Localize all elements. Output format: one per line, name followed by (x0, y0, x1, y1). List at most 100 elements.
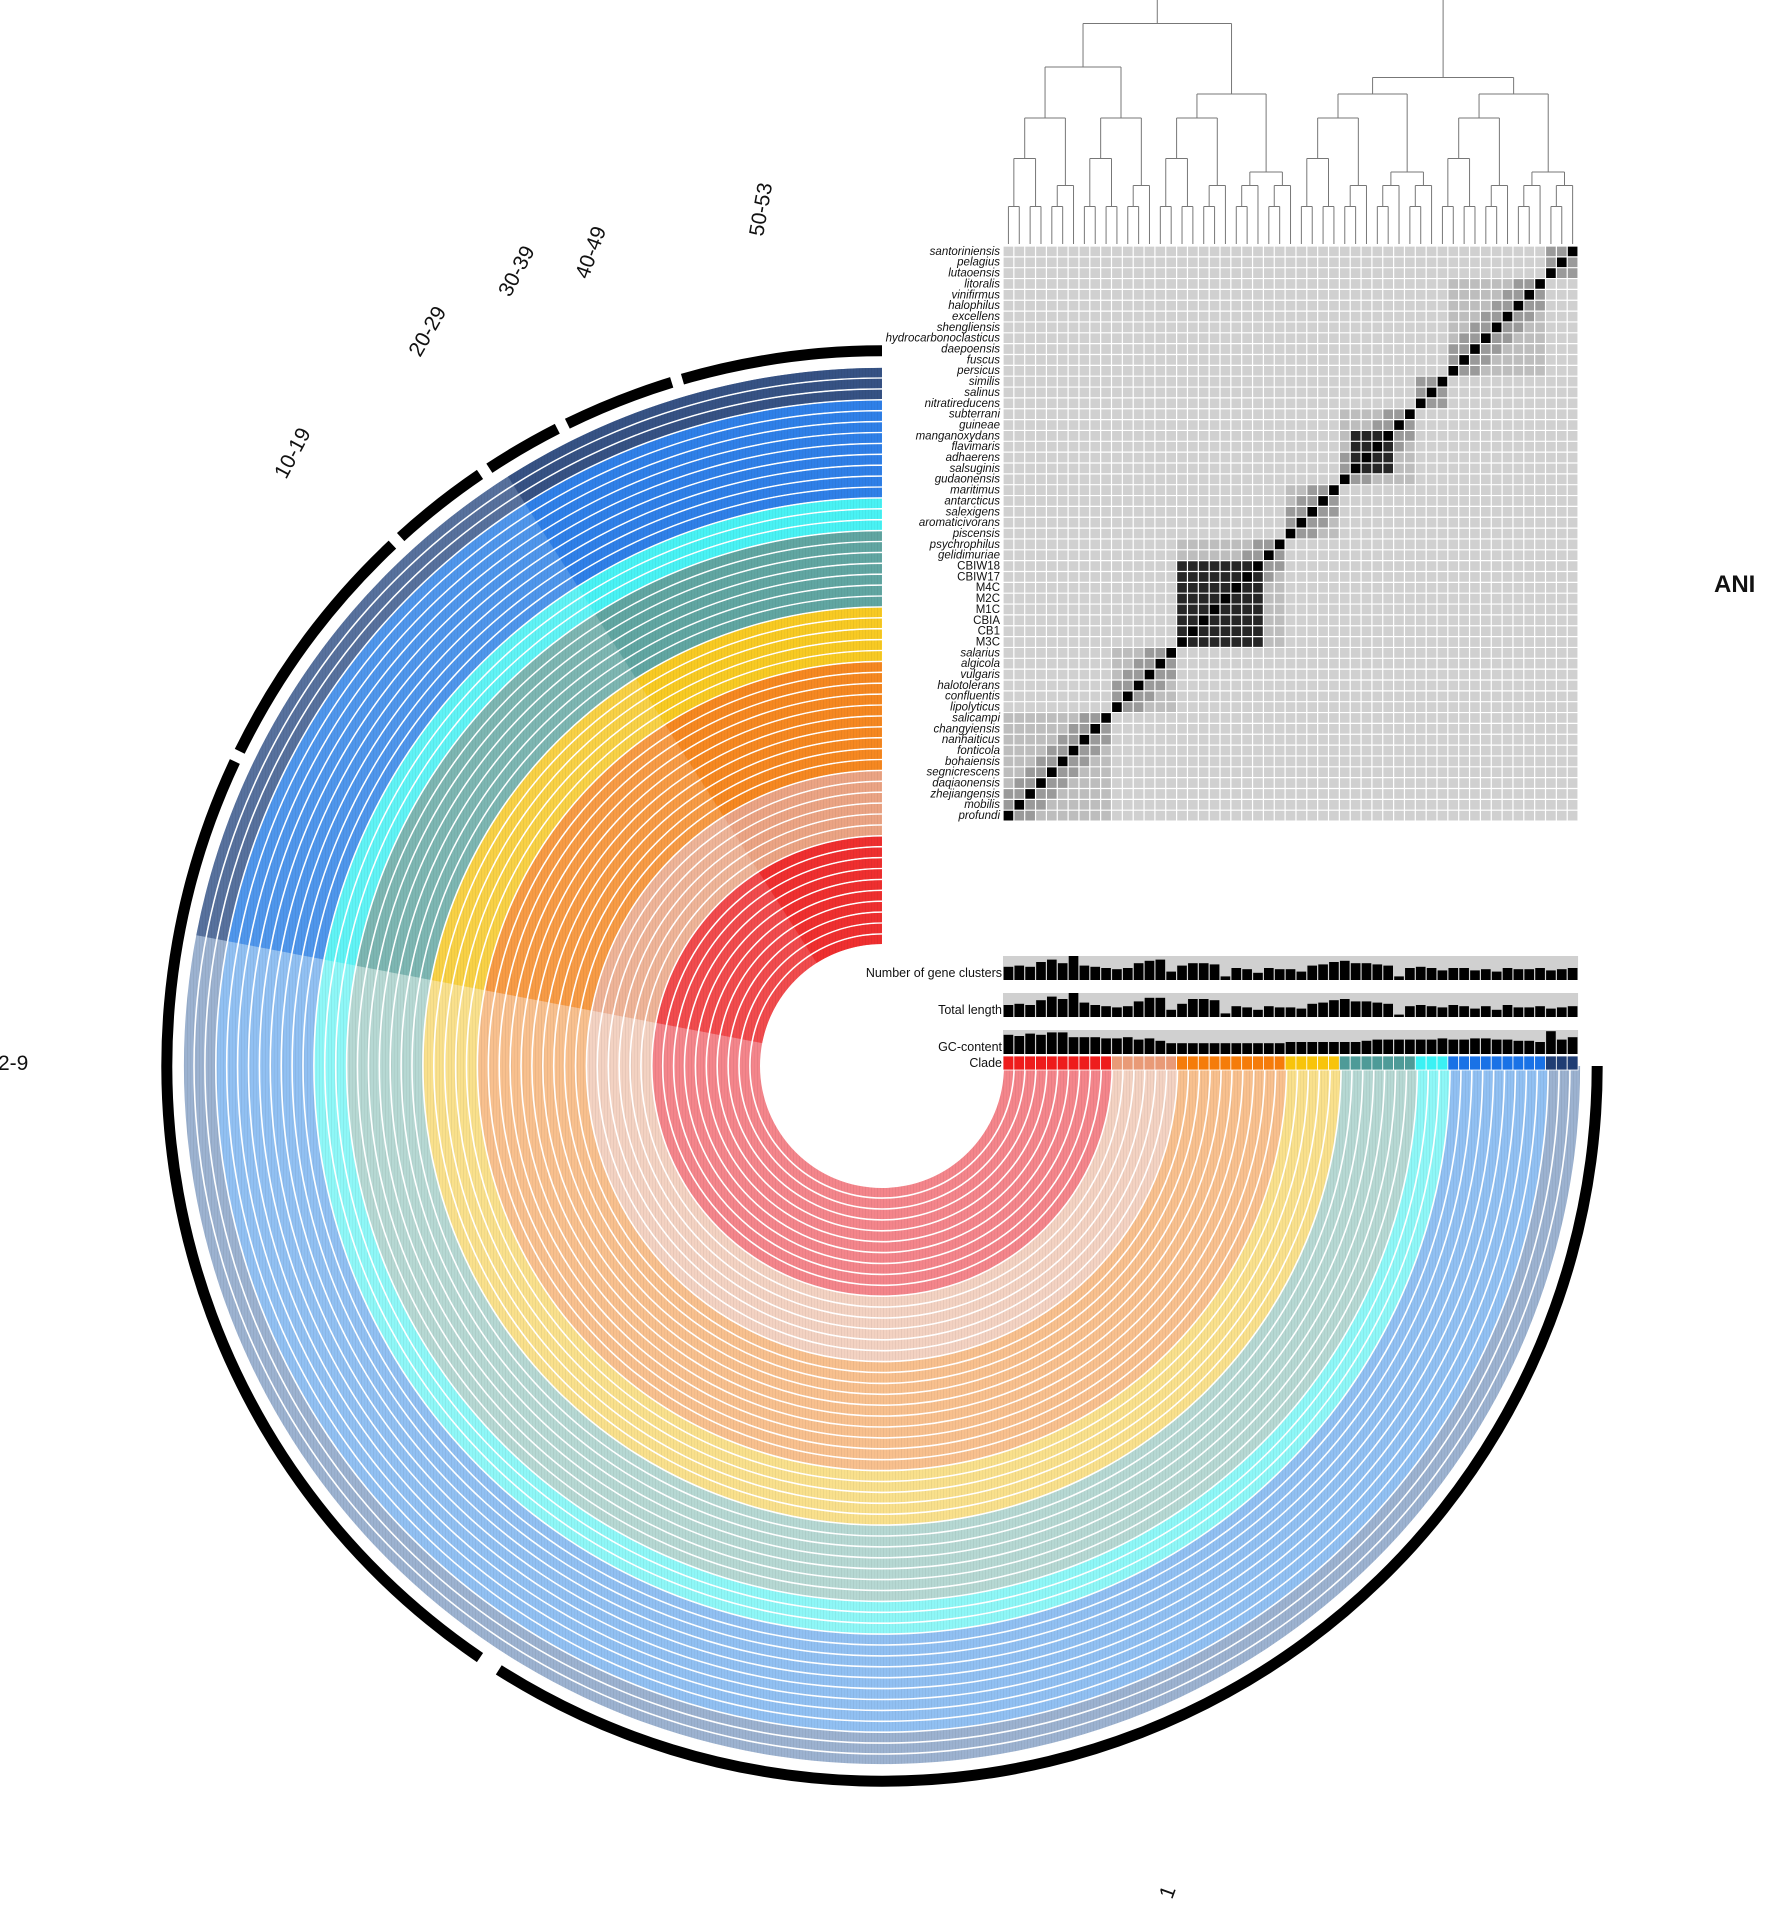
ani-cell (1078, 755, 1090, 767)
ani-cell (1534, 300, 1546, 312)
ani-cell (1241, 538, 1253, 550)
ani-cell (1089, 712, 1101, 724)
ani-cell (1144, 658, 1155, 670)
ani-cell (1523, 321, 1535, 333)
ani-cell (1458, 300, 1470, 312)
ani-cell (1437, 397, 1448, 409)
ani-cell (1122, 647, 1134, 659)
clade-cell (1436, 1055, 1449, 1071)
genome-label: litoralis (964, 278, 1000, 290)
ani-cell (1491, 278, 1503, 290)
total-length-bar (1209, 1000, 1220, 1017)
ani-cell (1198, 593, 1210, 605)
genome-ring (510, 694, 1254, 1438)
genome-ring (412, 596, 1352, 1536)
ani-cell (1198, 560, 1210, 572)
genome-label: fonticola (957, 745, 1000, 757)
gc-content-bar (1502, 1039, 1513, 1054)
total-length-bar (1394, 1014, 1404, 1017)
gene-clusters-bar (1470, 970, 1480, 980)
total-length-bar (1144, 997, 1155, 1017)
ani-cell (1068, 712, 1079, 724)
ani-cell (1230, 571, 1242, 583)
ani-cell (1317, 517, 1329, 529)
ani-cell (1512, 321, 1524, 333)
ani-cell (1057, 723, 1069, 735)
ani-cell (1447, 354, 1459, 366)
genome-label: guineae (959, 419, 1000, 431)
ani-cell (1198, 625, 1210, 637)
genome-label: salinus (964, 387, 1000, 399)
ani-cell (1220, 593, 1231, 605)
ani-cell (1567, 246, 1579, 257)
gene-clusters-bar (1307, 965, 1318, 980)
ani-cell (1046, 755, 1058, 767)
ani-cell (1100, 712, 1112, 724)
ani-cell (1035, 810, 1047, 822)
ani-cell (1263, 571, 1275, 583)
gc-content-bar (1556, 1039, 1567, 1054)
ani-cell (1187, 614, 1199, 626)
ani-cell (1502, 365, 1513, 377)
gc-content-bar (1426, 1039, 1437, 1054)
gc-content-bar (1177, 1043, 1187, 1054)
clade-cell (1328, 1055, 1340, 1071)
ani-cell (1252, 571, 1264, 583)
ani-cell (1502, 332, 1513, 344)
ani-cell (1534, 365, 1546, 377)
genome-label: lutaoensis (948, 268, 1000, 280)
clade-cell (1187, 1055, 1199, 1071)
ani-cell (1361, 408, 1372, 420)
ani-cell (1274, 604, 1286, 615)
ani-cell (1133, 647, 1145, 659)
ani-cell (1122, 669, 1134, 680)
ani-cell (1089, 745, 1101, 756)
clade-cell (1035, 1055, 1047, 1071)
ani-cell (1523, 311, 1535, 322)
total-length-bar (1198, 999, 1209, 1017)
total-length-bar (1470, 1008, 1480, 1017)
genome-ring (401, 585, 1363, 1547)
genome-ring (314, 498, 1450, 1634)
gc-content-bar (1025, 1033, 1035, 1054)
ani-cell (1512, 365, 1524, 377)
ani-cell (1382, 452, 1394, 463)
gc-content-bar (1209, 1043, 1220, 1054)
bin-arc (680, 345, 882, 385)
clade-cell (1252, 1055, 1264, 1071)
genome-labels: santoriniensispelagiuslutaoensislitorali… (886, 246, 1001, 822)
clade-cell (1230, 1055, 1243, 1071)
gc-content-bar (1296, 1042, 1307, 1054)
ani-cell (1176, 549, 1188, 561)
ani-cell (1057, 745, 1069, 756)
gc-content-bar (1513, 1040, 1524, 1054)
ani-cell (1274, 614, 1286, 626)
total-length-bar (1264, 1006, 1274, 1017)
ani-cell (1404, 441, 1416, 453)
ani-cell (1144, 701, 1155, 713)
ani-cell (1176, 636, 1188, 648)
gene-clusters-bar (1329, 962, 1339, 980)
ani-cell (1100, 723, 1112, 735)
genome-ring (630, 814, 1134, 1318)
total-length-bar (1112, 1007, 1122, 1017)
ani-cell (1209, 614, 1220, 626)
ani-cell (1176, 560, 1188, 572)
genome-ring (619, 803, 1145, 1329)
ani-cell (1480, 300, 1492, 312)
clade-cell (1447, 1055, 1460, 1071)
gene-clusters-bar (1556, 969, 1567, 980)
bin-label-30-39: 30-39 (494, 242, 540, 300)
ani-cell (1078, 810, 1090, 822)
ani-cell (1003, 755, 1014, 767)
gene-clusters-bar (1491, 971, 1502, 980)
ani-cell (1230, 560, 1242, 572)
gc-content-bar (1383, 1039, 1393, 1054)
gc-content-bar (1068, 1037, 1079, 1054)
ani-cell (1078, 734, 1090, 746)
ani-cell (1480, 343, 1492, 355)
ani-cell (1263, 636, 1275, 648)
genome-label: persicus (956, 365, 1000, 377)
gc-content-bar (1122, 1037, 1133, 1054)
genome-label: bohaiensis (945, 756, 1000, 768)
